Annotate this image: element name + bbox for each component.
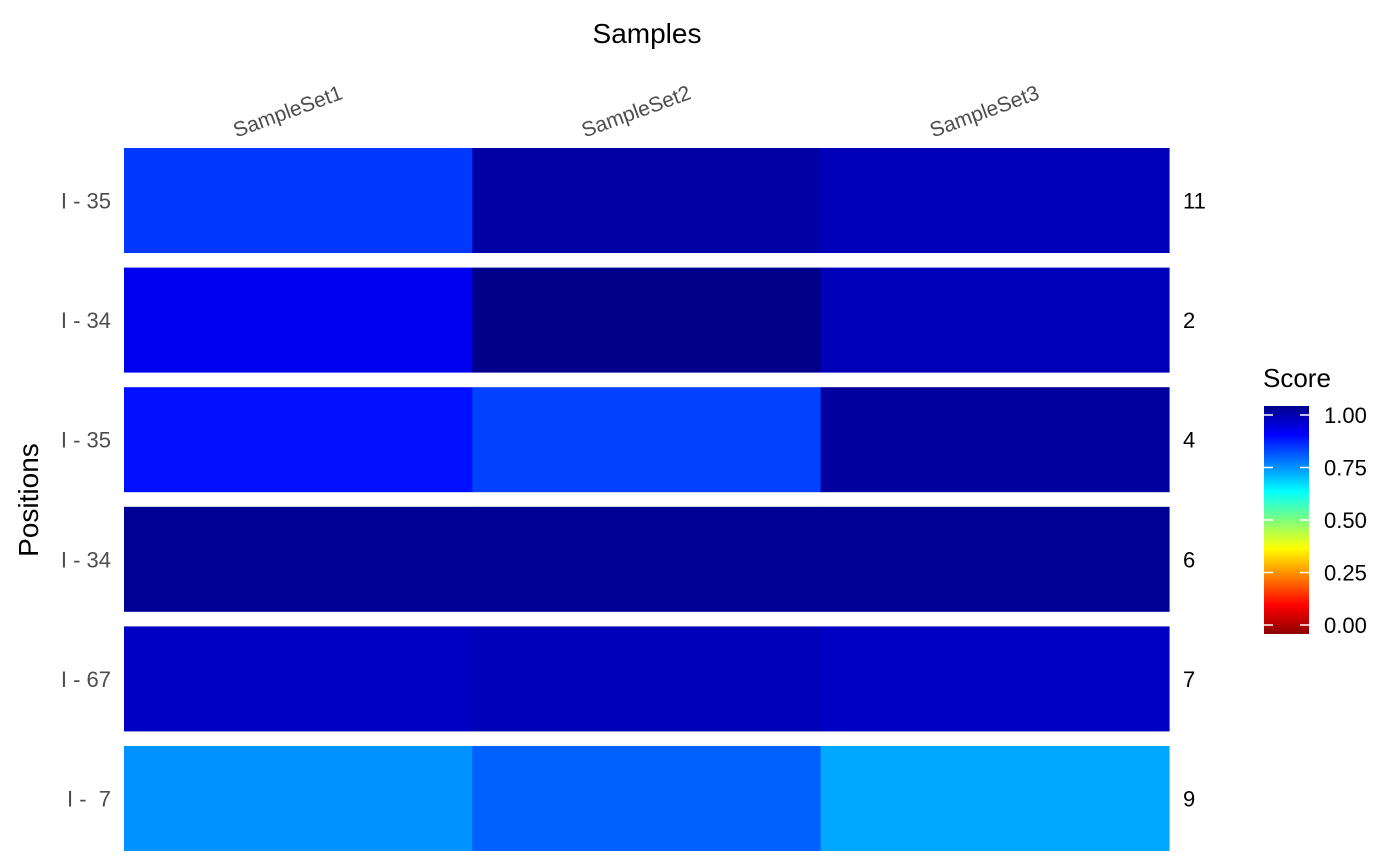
y-axis-label: Positions [13, 443, 44, 557]
heatmap-cell [820, 148, 1170, 253]
heatmap-cell [124, 267, 473, 373]
heatmap-cell [820, 387, 1170, 493]
row-count-label: 11 [1183, 189, 1206, 214]
legend-tick-label: 0.50 [1324, 508, 1367, 533]
row-label: I - 67 [61, 667, 111, 692]
legend-tick-label: 0.25 [1324, 561, 1367, 586]
heatmap-cell [124, 626, 473, 732]
heatmap-cell [472, 506, 822, 612]
row-label: I - 35 [61, 189, 111, 214]
chart-title: Samples [593, 18, 702, 49]
legend-ticks: 1.00 0.75 0.50 0.25 0.00 [1264, 403, 1367, 638]
heatmap-cell [472, 267, 822, 373]
heatmap-cell [472, 387, 822, 493]
heatmap-cells [124, 148, 1170, 851]
right-labels: 11 2 4 6 7 9 [1183, 189, 1206, 812]
row-label: I - 34 [61, 308, 111, 333]
heatmap-cell [820, 746, 1170, 851]
heatmap-cell [124, 387, 473, 493]
heatmap-cell [124, 506, 473, 612]
heatmap-cell [472, 746, 822, 851]
column-label: SampleSet3 [927, 82, 1042, 143]
score-legend: Score 1.00 0.75 0.50 0.25 0.00 [1263, 363, 1367, 638]
column-label: SampleSet1 [230, 82, 345, 143]
row-count-label: 9 [1183, 787, 1195, 812]
row-label: I - 34 [61, 547, 111, 572]
column-labels: SampleSet1 SampleSet2 SampleSet3 [230, 82, 1042, 143]
legend-title: Score [1263, 363, 1331, 393]
legend-tick-label: 1.00 [1324, 403, 1367, 428]
row-labels: I - 35 I - 34 I - 35 I - 34 I - 67 I - 7 [61, 189, 111, 812]
row-label: I - 35 [61, 428, 111, 453]
column-label: SampleSet2 [579, 82, 694, 143]
heatmap-cell [820, 267, 1170, 373]
heatmap-cell [820, 506, 1170, 612]
heatmap-cell [124, 148, 473, 253]
row-count-label: 2 [1183, 308, 1195, 333]
heatmap-cell [472, 148, 822, 253]
row-count-label: 4 [1183, 428, 1195, 453]
legend-tick-label: 0.75 [1324, 456, 1367, 481]
row-label: I - 7 [67, 787, 111, 812]
legend-tick-label: 0.00 [1324, 613, 1367, 638]
row-count-label: 7 [1183, 667, 1195, 692]
heatmap-cell [472, 626, 822, 732]
row-count-label: 6 [1183, 547, 1195, 572]
heatmap-cell [820, 626, 1170, 732]
heatmap-cell [124, 746, 473, 851]
